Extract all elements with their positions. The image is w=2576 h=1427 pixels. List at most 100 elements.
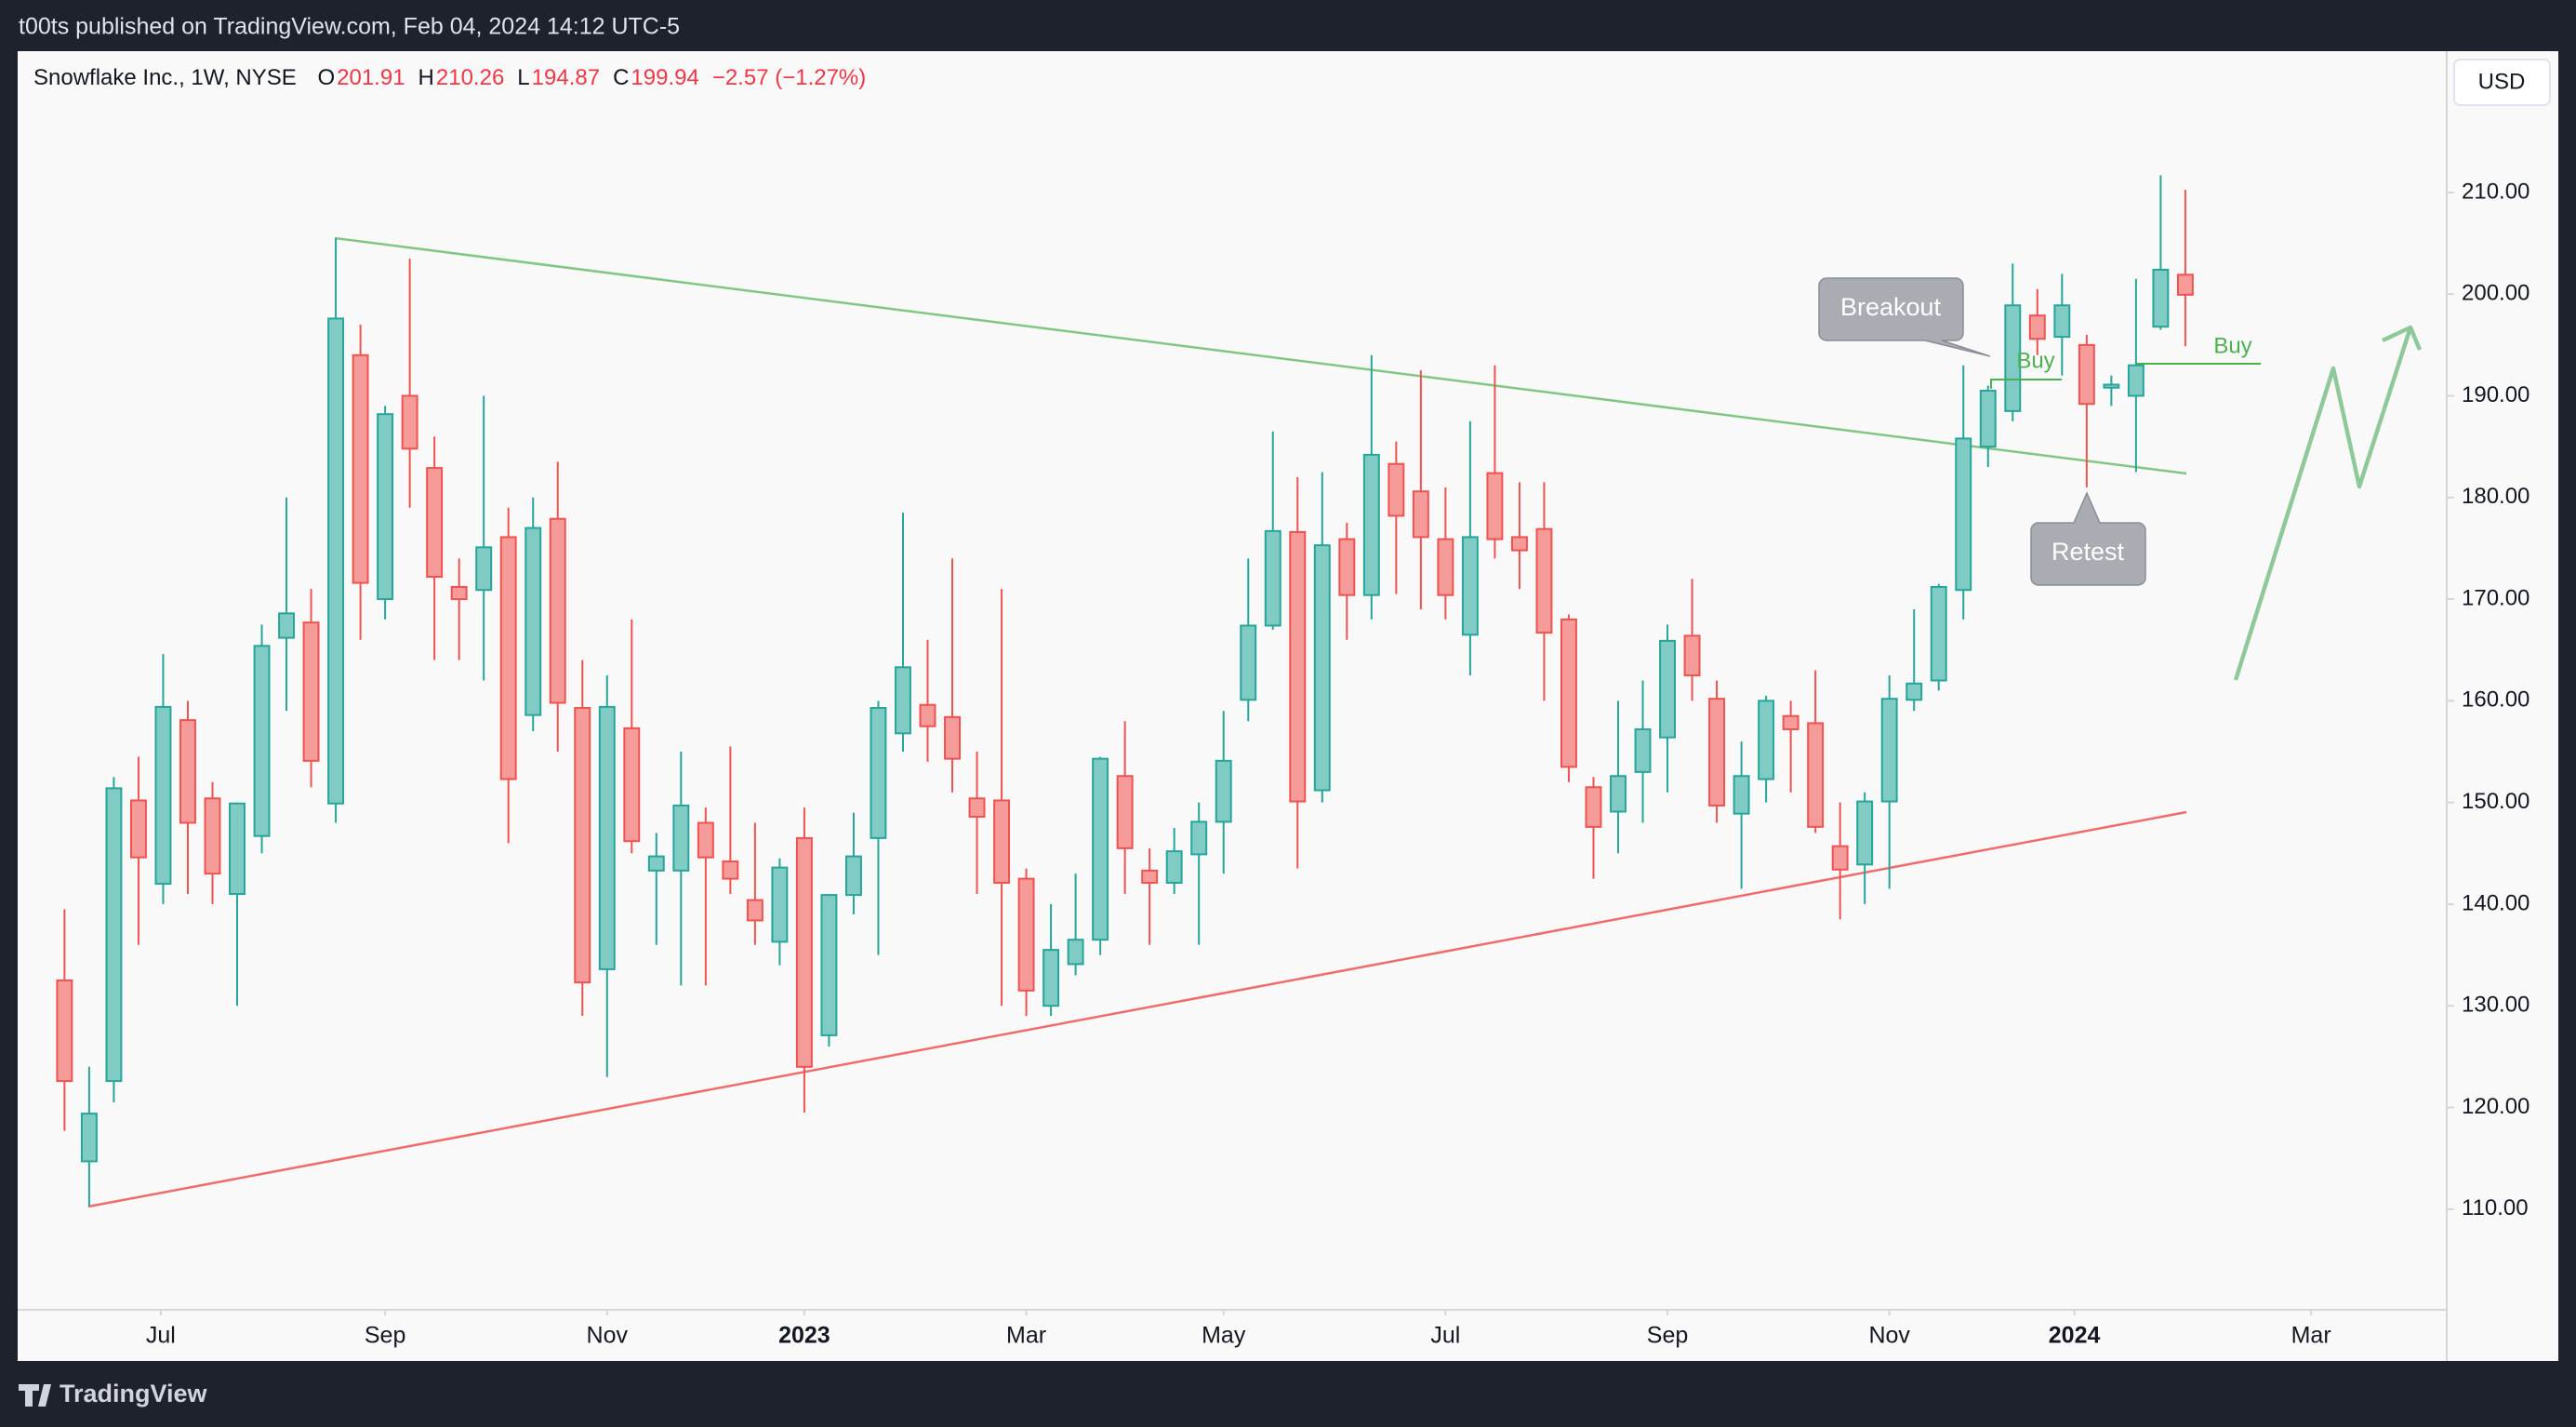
price-tick-label: 210.00 xyxy=(2462,179,2530,204)
candle-body xyxy=(2004,304,2022,412)
candle-body xyxy=(1388,462,1405,517)
plot: Breakout Retest Buy Buy xyxy=(56,175,2423,1208)
candle-body xyxy=(1362,453,1380,596)
candle-body xyxy=(844,855,862,897)
candle-body xyxy=(647,855,665,872)
candle-body xyxy=(1437,538,1454,596)
candle-body xyxy=(2103,383,2120,389)
time-tick-label: 2024 xyxy=(2049,1323,2101,1349)
projection-arrow xyxy=(2233,327,2413,681)
candle-body xyxy=(1240,624,1257,701)
symbol-title: Snowflake Inc., 1W, NYSE xyxy=(33,65,297,90)
candle-body xyxy=(1856,800,1874,866)
candle-body xyxy=(820,894,838,1036)
candle-body xyxy=(1190,820,1208,856)
support-trendline xyxy=(87,810,2187,1208)
price-tick-label: 180.00 xyxy=(2462,484,2530,509)
candle-body xyxy=(2053,304,2071,339)
logo-icon xyxy=(19,1384,51,1407)
candle-body xyxy=(549,517,566,704)
candle-body xyxy=(524,527,542,716)
price-tick-label: 150.00 xyxy=(2462,789,2530,814)
price-tick-label: 120.00 xyxy=(2462,1094,2530,1119)
price-tick-label: 190.00 xyxy=(2462,382,2530,407)
breakout-callout xyxy=(1818,277,1991,357)
currency-label[interactable]: USD xyxy=(2478,69,2526,94)
time-tick-label: May xyxy=(1202,1323,1246,1349)
candle-body xyxy=(1708,698,1726,807)
candle-body xyxy=(968,797,986,818)
legend-key: C xyxy=(613,65,629,90)
retest-callout xyxy=(2030,491,2146,586)
candle-body xyxy=(154,705,172,886)
candle-body xyxy=(1955,437,1972,592)
time-tick-label: Nov xyxy=(1868,1323,1910,1349)
candle-body xyxy=(993,799,1011,884)
annotations: Breakout Retest Buy Buy xyxy=(1818,277,2261,586)
legend-key: H xyxy=(418,65,434,90)
candle-body xyxy=(1659,639,1676,739)
candle-body xyxy=(450,585,468,601)
candle-body xyxy=(229,802,246,896)
candle-body xyxy=(1831,845,1849,871)
candle-body xyxy=(919,703,936,727)
candle-body xyxy=(56,979,73,1083)
candle-body xyxy=(697,821,714,859)
candle-body xyxy=(1683,634,1701,677)
candle-body xyxy=(475,546,493,592)
time-tick-label: Sep xyxy=(365,1323,405,1349)
chart-panel xyxy=(18,51,2558,1361)
candle-body xyxy=(1979,390,1997,448)
candle-body xyxy=(1758,700,1775,780)
price-tick-label: 160.00 xyxy=(2462,687,2530,713)
legend-value: 194.87 xyxy=(532,65,600,90)
candle-body xyxy=(1289,530,1307,803)
candle-body xyxy=(1880,698,1898,803)
candle-body xyxy=(253,645,271,837)
candle-body xyxy=(278,612,295,639)
candle-body xyxy=(499,536,517,780)
buy-label: Buy xyxy=(2213,333,2251,358)
candle-body xyxy=(1634,727,1652,773)
candle-body xyxy=(1017,877,1035,992)
candle-body xyxy=(1313,544,1331,792)
candle-body xyxy=(1782,714,1799,730)
candle-body xyxy=(2152,268,2170,328)
legend: Snowflake Inc., 1W, NYSE O201.91 H210.26 L… xyxy=(33,65,866,90)
candle-body xyxy=(672,804,690,872)
projection-arrowhead xyxy=(2382,325,2423,351)
footer-logo: TradingView xyxy=(19,1380,208,1407)
legend-key: L xyxy=(517,65,529,90)
candle-body xyxy=(179,719,196,824)
candle-body xyxy=(105,787,123,1083)
candle-body xyxy=(771,866,789,943)
candle-body xyxy=(870,707,887,839)
publish-header: t00ts published on TradingView.com, Feb … xyxy=(19,14,680,40)
candle-body xyxy=(2127,364,2144,397)
candle-body xyxy=(598,705,616,970)
candle-body xyxy=(1141,869,1159,884)
currency-button[interactable] xyxy=(2453,59,2551,106)
candle-body xyxy=(129,799,147,859)
candle-body xyxy=(1486,472,1504,540)
candle-body xyxy=(1807,722,1825,828)
footer-brand: TradingView xyxy=(60,1380,208,1407)
candle-body xyxy=(1215,759,1232,823)
candle-body xyxy=(1165,850,1183,884)
legend-value: 201.91 xyxy=(337,65,405,90)
candle-body xyxy=(401,394,418,450)
candle-body xyxy=(895,666,911,735)
time-tick-label: Jul xyxy=(1430,1323,1460,1349)
candle-body xyxy=(1412,490,1429,539)
candle-body xyxy=(795,836,813,1068)
candle-body xyxy=(2078,343,2095,406)
candle-body xyxy=(1510,536,1528,552)
candle-body xyxy=(746,899,764,922)
candle-body xyxy=(2028,314,2046,340)
candle-body xyxy=(1461,536,1479,636)
time-tick-label: 2023 xyxy=(778,1323,830,1349)
candle-body xyxy=(944,715,961,760)
candle-body xyxy=(722,860,739,880)
